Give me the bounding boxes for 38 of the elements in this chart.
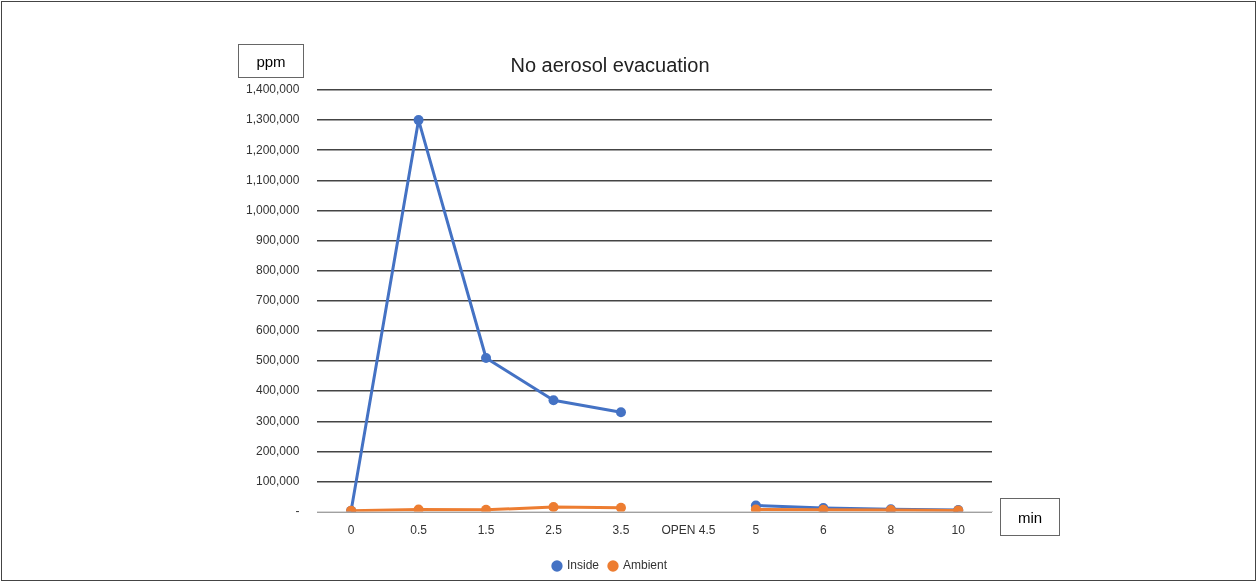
- x-tick-label: 2.5: [545, 523, 563, 538]
- x-tick-label: 1.5: [477, 523, 495, 538]
- y-tick-label: -: [295, 503, 300, 518]
- y-tick-label: 700,000: [255, 293, 300, 308]
- y-tick-label: 1,400,000: [245, 82, 300, 97]
- chart-title: No aerosol evacuation: [510, 53, 710, 76]
- y-tick-label: 300,000: [255, 413, 300, 428]
- y-tick-label: 1,200,000: [245, 142, 300, 157]
- point: [481, 353, 492, 364]
- y-tick-label: 1,100,000: [245, 172, 300, 187]
- x-tick-label: OPEN 4.5: [661, 523, 716, 538]
- y-tick-label: 200,000: [255, 443, 300, 458]
- point: [413, 115, 424, 126]
- point: [548, 502, 559, 512]
- legend-label: Ambient: [623, 558, 668, 573]
- y-tick-label: 900,000: [255, 232, 300, 247]
- y-tick-label: 500,000: [255, 353, 300, 368]
- x-tick-label: 0.5: [410, 523, 428, 538]
- y-tick-label: 400,000: [255, 383, 300, 398]
- x-axis-title: min: [1000, 498, 1060, 536]
- point: [750, 504, 761, 512]
- x-tick-label: 5: [752, 523, 760, 538]
- x-tick-label: 0: [347, 523, 355, 538]
- point: [615, 502, 626, 512]
- point: [615, 407, 626, 418]
- y-tick-label: 1,000,000: [245, 202, 300, 217]
- y-tick-label: 100,000: [255, 473, 300, 488]
- y-tick-label: 800,000: [255, 263, 300, 277]
- y-tick-label: 1,300,000: [245, 112, 300, 127]
- x-tick-label: 8: [887, 523, 895, 538]
- y-axis-title: ppm: [238, 44, 304, 78]
- point: [548, 395, 559, 406]
- x-tick-label: 3.5: [612, 523, 630, 538]
- legend-label: Inside: [566, 558, 600, 573]
- x-tick-label: 6: [820, 523, 827, 538]
- point: [481, 504, 492, 512]
- x-tick-label: 10: [951, 523, 966, 538]
- y-tick-label: 600,000: [255, 323, 300, 338]
